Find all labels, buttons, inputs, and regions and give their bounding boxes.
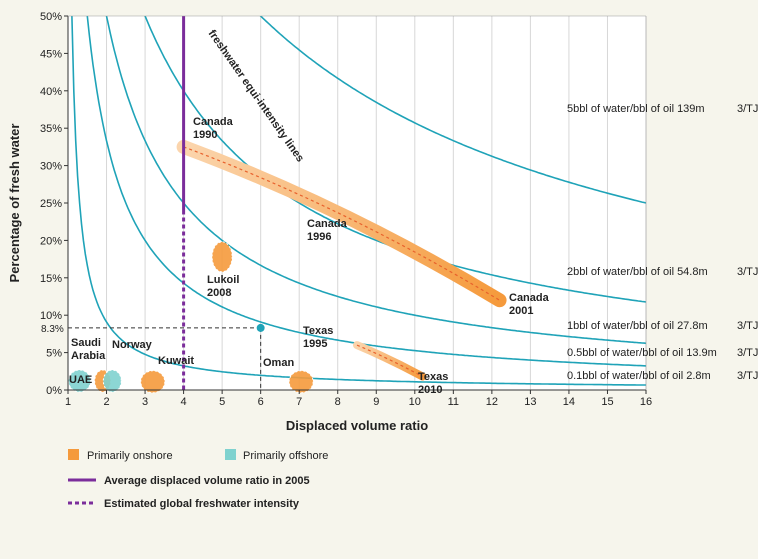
curve-unit: 3/TJ [737, 347, 758, 359]
curve-label: 5bbl of water/bbl of oil 139m [567, 103, 705, 115]
y-tick-label: 5% [46, 348, 62, 360]
x-tick-label: 15 [601, 396, 613, 408]
y-tick-label: 45% [40, 48, 62, 60]
plot-area [68, 16, 646, 390]
equi-intensity-curve [259, 16, 646, 204]
x-tick-label: 3 [142, 396, 148, 408]
y-tick-label: 50% [40, 11, 62, 23]
x-tick-label: 14 [563, 396, 575, 408]
curve-label: 0.1bbl of water/bbl of oil 2.8m [567, 370, 711, 382]
equi-intensity-curve [144, 16, 646, 303]
equi-intensity-curve [71, 16, 646, 386]
point-label: Saudi Arabia [71, 337, 106, 362]
x-tick-label: 13 [524, 396, 536, 408]
x-tick-label: 8 [335, 396, 341, 408]
point-label: Canada 1996 [307, 218, 348, 243]
global-point-label: 8.3% [41, 324, 64, 335]
x-tick-label: 16 [640, 396, 652, 408]
y-tick-label: 25% [40, 198, 62, 210]
point-label: Oman [263, 357, 294, 369]
curve-unit: 3/TJ [737, 370, 758, 382]
x-tick-label: 6 [258, 396, 264, 408]
legend: Primarily onshore Primarily offshore Ave… [68, 449, 328, 510]
y-tick-label: 10% [40, 310, 62, 322]
legend-onshore-swatch [68, 449, 79, 460]
y-tick-label: 20% [40, 235, 62, 247]
point-label: Lukoil 2008 [207, 274, 239, 299]
x-tick-label: 7 [296, 396, 302, 408]
region-marker [211, 241, 233, 273]
x-tick-label: 9 [373, 396, 379, 408]
region-marker [68, 369, 92, 393]
curve-label: 0.5bbl of water/bbl of oil 13.9m [567, 347, 717, 359]
y-tick-label: 15% [40, 273, 62, 285]
x-tick-label: 11 [448, 396, 459, 408]
point-label: UAE [69, 374, 92, 386]
x-tick-label: 1 [65, 396, 71, 408]
x-tick-label: 10 [409, 396, 421, 408]
x-tick-label: 4 [181, 396, 187, 408]
curve-label: 1bbl of water/bbl of oil 27.8m [567, 320, 708, 332]
trend-dashed-line [356, 344, 423, 378]
y-axis-label: Percentage of fresh water [7, 124, 22, 283]
legend-estimated-label: Estimated global freshwater intensity [104, 498, 300, 510]
x-tick-label: 12 [486, 396, 498, 408]
curve-unit: 3/TJ [737, 320, 758, 332]
trend-dashed-line [183, 146, 500, 301]
curve-unit: 3/TJ [737, 103, 758, 115]
curve-unit: 3/TJ [737, 266, 758, 278]
y-tick-label: 0% [46, 385, 62, 397]
legend-offshore-swatch [225, 449, 236, 460]
point-label: Canada 2001 [509, 292, 550, 317]
region-marker [288, 370, 314, 394]
y-tick-label: 30% [40, 161, 62, 173]
legend-onshore-label: Primarily onshore [87, 450, 173, 462]
legend-offshore-label: Primarily offshore [243, 450, 328, 462]
y-tick-label: 40% [40, 86, 62, 98]
region-marker [140, 370, 166, 394]
region-marker [102, 369, 122, 393]
global-point-marker [256, 323, 265, 332]
curve-label: 2bbl of water/bbl of oil 54.8m [567, 266, 708, 278]
x-axis-label: Displaced volume ratio [286, 418, 428, 433]
point-label: Canada 1990 [193, 116, 234, 141]
point-label: Norway [112, 339, 153, 351]
x-tick-label: 5 [219, 396, 225, 408]
y-tick-label: 35% [40, 123, 62, 135]
point-label: Texas 1995 [303, 325, 333, 350]
x-tick-label: 2 [103, 396, 109, 408]
legend-average-label: Average displaced volume ratio in 2005 [104, 475, 310, 487]
equi-intensity-curve [105, 16, 646, 345]
point-label: Kuwait [158, 355, 194, 367]
point-label: Texas 2010 [418, 371, 448, 396]
